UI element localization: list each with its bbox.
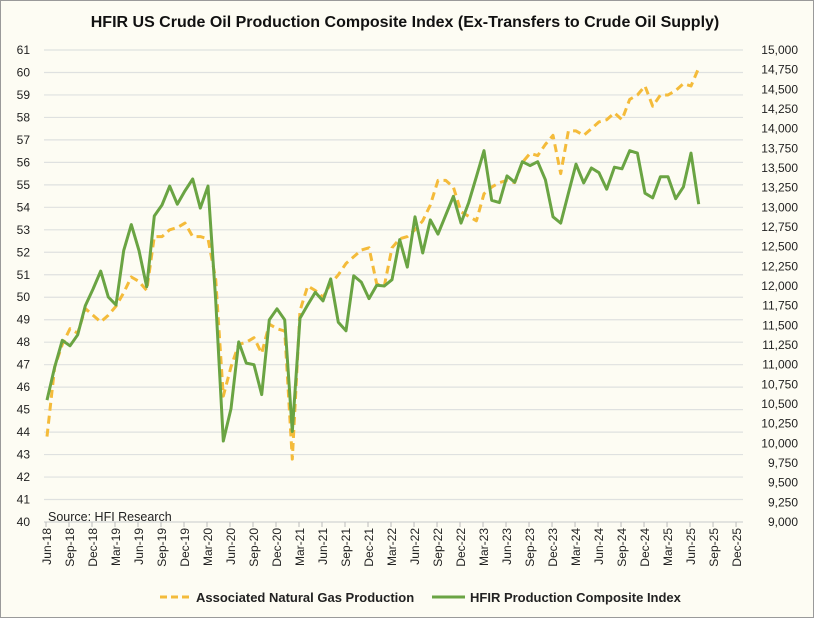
composite-index-line [45, 149, 701, 443]
left-tick-label: 52 [17, 245, 31, 259]
legend-label-gas: Associated Natural Gas Production [196, 590, 414, 605]
right-tick-label: 15,000 [761, 43, 798, 57]
x-tick-label: Mar-21 [293, 528, 307, 566]
left-tick-label: 55 [17, 178, 31, 192]
x-tick-label: Dec-21 [362, 528, 376, 567]
right-tick-label: 14,500 [761, 82, 798, 96]
chart-title: HFIR US Crude Oil Production Composite I… [91, 14, 720, 31]
right-tick-label: 10,500 [761, 397, 798, 411]
right-tick-label: 12,750 [761, 220, 798, 234]
right-tick-label: 11,750 [762, 299, 798, 313]
x-tick-label: Dec-18 [86, 528, 100, 567]
x-tick-label: Dec-20 [270, 528, 284, 567]
series-lines [45, 67, 701, 461]
left-tick-label: 56 [17, 155, 31, 169]
left-tick-label: 53 [17, 223, 31, 237]
legend-label-composite: HFIR Production Composite Index [470, 590, 682, 605]
left-tick-label: 46 [17, 380, 31, 394]
left-tick-label: 48 [17, 335, 31, 349]
x-tick-label: Dec-22 [454, 528, 468, 567]
source-note: Source: HFI Research [48, 510, 172, 524]
x-tick-label: Dec-25 [730, 528, 744, 567]
right-tick-label: 10,250 [761, 417, 798, 431]
left-tick-label: 47 [17, 358, 31, 372]
legend: Associated Natural Gas Production HFIR P… [160, 590, 682, 605]
right-tick-label: 9,000 [768, 515, 798, 529]
left-tick-label: 42 [17, 470, 31, 484]
left-tick-label: 58 [17, 110, 31, 124]
left-tick-label: 45 [17, 403, 31, 417]
left-axis: 40 41 42 43 44 45 46 47 48 49 50 51 52 53 54 55 56 57 58 59… [17, 43, 31, 529]
right-tick-label: 13,250 [761, 181, 798, 195]
gas-production-line [45, 67, 701, 461]
x-tick-label: Sep-19 [155, 528, 169, 567]
left-tick-label: 54 [17, 200, 31, 214]
right-tick-label: 14,000 [761, 122, 798, 136]
right-tick-label: 13,000 [761, 200, 798, 214]
x-tick-label: Mar-20 [201, 528, 215, 566]
x-tick-label: Jun-21 [316, 528, 330, 565]
left-tick-label: 61 [17, 43, 31, 57]
x-tick-label: Jun-23 [500, 528, 514, 565]
right-tick-label: 12,250 [761, 259, 798, 273]
x-tick-label: Dec-23 [546, 528, 560, 567]
right-tick-label: 14,750 [761, 63, 798, 77]
right-tick-label: 10,000 [761, 436, 798, 450]
right-tick-label: 12,500 [761, 240, 798, 254]
left-tick-label: 51 [17, 268, 31, 282]
x-tick-label: Sep-21 [339, 528, 353, 567]
x-tick-label: Jun-22 [408, 528, 422, 565]
x-tick-label: Mar-22 [385, 528, 399, 566]
x-tick-label: Sep-20 [247, 528, 261, 567]
right-tick-label: 11,250 [762, 338, 798, 352]
x-tick-label: Sep-24 [615, 528, 629, 567]
left-tick-label: 49 [17, 313, 31, 327]
right-tick-label: 9,750 [768, 456, 798, 470]
x-tick-label: Sep-23 [523, 528, 537, 567]
right-tick-label: 9,500 [768, 476, 798, 490]
right-tick-label: 14,250 [761, 102, 798, 116]
left-tick-label: 57 [17, 133, 31, 147]
left-tick-label: 40 [17, 515, 31, 529]
x-tick-label: Mar-24 [569, 528, 583, 566]
right-tick-label: 13,500 [761, 161, 798, 175]
left-tick-label: 41 [17, 493, 31, 507]
x-axis: Jun-18 Sep-18 Dec-18 Mar-19 Jun-19 Sep-19 Dec-… [40, 521, 744, 567]
gridlines [44, 49, 743, 523]
left-tick-label: 44 [17, 425, 31, 439]
x-tick-label: Jun-24 [592, 528, 606, 565]
right-tick-label: 9,250 [768, 495, 798, 509]
left-tick-label: 60 [17, 65, 31, 79]
x-tick-label: Dec-19 [178, 528, 192, 567]
right-axis: 9,000 9,250 9,500 9,750 10,000 10,250 10,500 10… [761, 43, 798, 529]
left-tick-label: 43 [17, 448, 31, 462]
x-tick-label: Jun-20 [224, 528, 238, 565]
left-tick-label: 50 [17, 290, 31, 304]
right-tick-label: 12,000 [761, 279, 798, 293]
x-tick-label: Dec-24 [638, 528, 652, 567]
right-tick-label: 11,000 [762, 358, 798, 372]
x-tick-label: Mar-25 [661, 528, 675, 566]
x-tick-label: Jun-19 [132, 528, 146, 565]
x-tick-label: Mar-23 [477, 528, 491, 566]
x-tick-label: Sep-25 [707, 528, 721, 567]
right-tick-label: 13,750 [761, 141, 798, 155]
x-tick-label: Mar-19 [109, 528, 123, 566]
left-tick-label: 59 [17, 88, 31, 102]
x-tick-label: Sep-22 [431, 528, 445, 567]
right-tick-label: 10,750 [761, 377, 798, 391]
x-tick-label: Jun-18 [40, 528, 54, 565]
x-tick-label: Jun-25 [684, 528, 698, 565]
x-tick-label: Sep-18 [63, 528, 77, 567]
right-tick-label: 11,500 [762, 318, 798, 332]
